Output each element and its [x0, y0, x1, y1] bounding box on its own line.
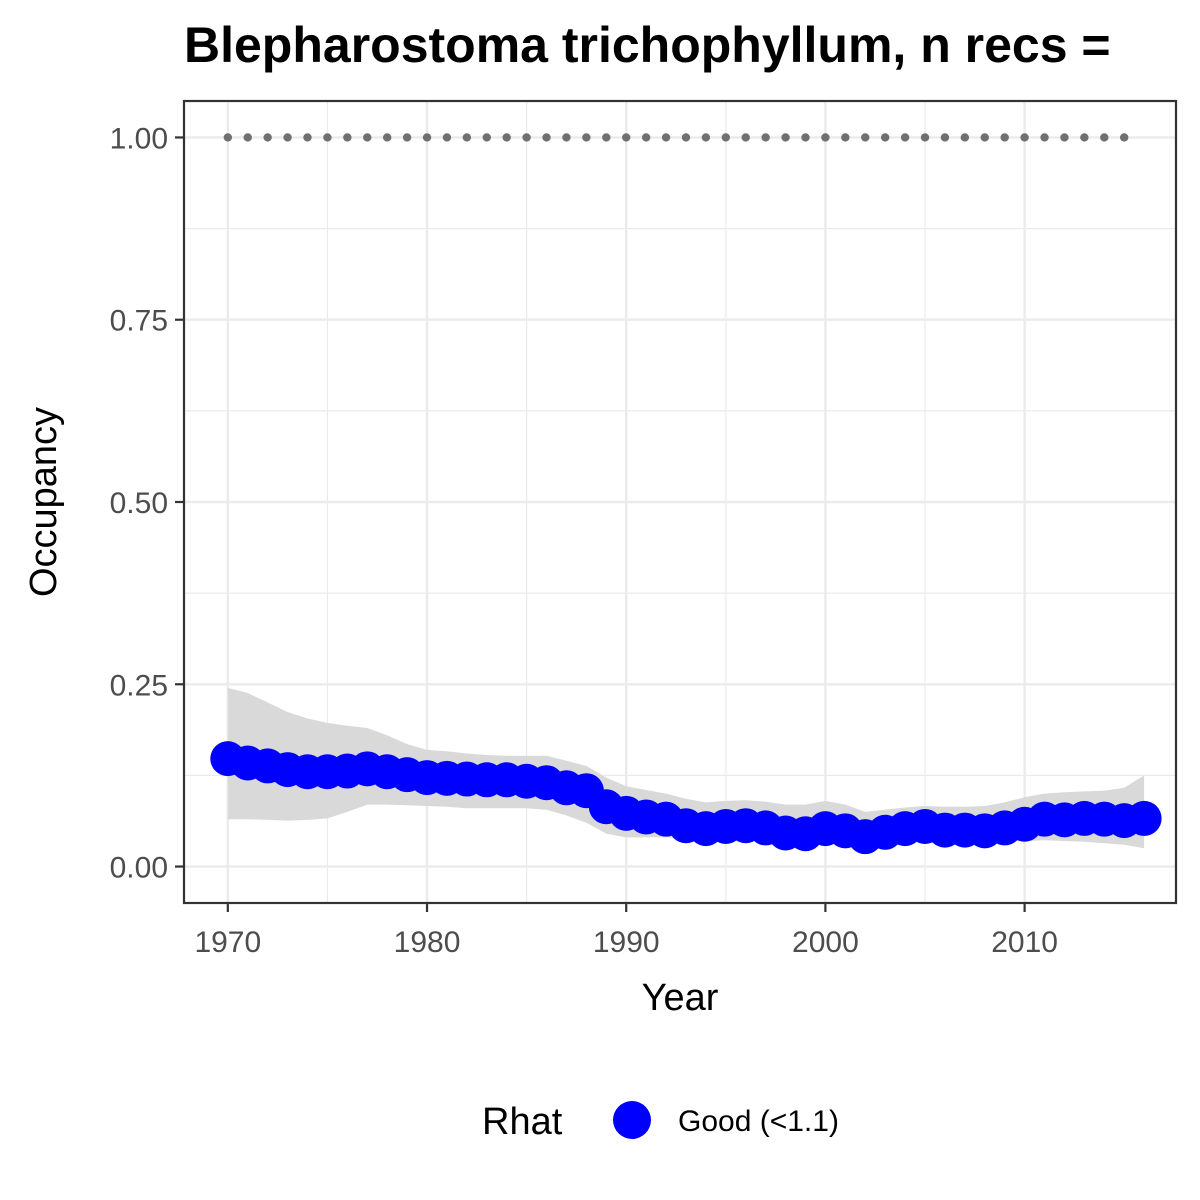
- reference-dot: [1020, 133, 1029, 142]
- reference-dot: [900, 133, 910, 142]
- reference-dot: [641, 133, 651, 142]
- x-tick-label: 1970: [194, 926, 261, 959]
- reference-dot: [980, 133, 989, 142]
- confidence-ribbon: [227, 687, 1145, 849]
- reference-dot: [462, 133, 472, 142]
- legend-label-good: Good (<1.1): [678, 1105, 839, 1138]
- y-axis: 0.00 0.25 0.50 0.75 1.00: [110, 122, 184, 885]
- x-axis: 1970 1980 1990 2000 2010: [194, 903, 1058, 959]
- reference-dot: [582, 133, 591, 142]
- reference-dot: [861, 133, 870, 142]
- legend-key-good: [613, 1101, 651, 1139]
- reference-dot: [562, 133, 571, 142]
- reference-dot: [801, 133, 810, 142]
- reference-dot: [223, 133, 233, 142]
- reference-dot: [602, 133, 611, 142]
- reference-dot: [303, 133, 312, 142]
- reference-dot: [841, 133, 850, 142]
- y-tick-label: 0.00: [110, 852, 168, 885]
- reference-dot: [442, 133, 452, 142]
- legend-title: Rhat: [482, 1101, 563, 1143]
- chart-title: Blepharostoma trichophyllum, n recs =: [184, 17, 1111, 73]
- reference-dot: [880, 133, 890, 142]
- x-axis-title: Year: [642, 977, 719, 1019]
- reference-dot: [821, 133, 830, 142]
- x-tick-label: 2000: [792, 926, 859, 959]
- reference-dot: [1100, 133, 1109, 142]
- reference-dot: [681, 133, 691, 142]
- reference-dot: [542, 133, 551, 142]
- reference-dot: [622, 133, 631, 142]
- reference-dots: [223, 133, 1129, 142]
- y-tick-label: 1.00: [110, 122, 168, 155]
- y-tick-label: 0.50: [110, 487, 168, 520]
- reference-dot: [701, 133, 711, 142]
- reference-dot: [781, 133, 790, 142]
- reference-dot: [1120, 133, 1129, 142]
- reference-dot: [263, 133, 272, 142]
- grid: [184, 101, 1176, 903]
- data-point: [1126, 800, 1162, 836]
- reference-dot: [363, 133, 372, 142]
- reference-dot: [1040, 133, 1049, 142]
- reference-dot: [323, 133, 332, 142]
- reference-dot: [283, 133, 292, 142]
- reference-dot: [502, 133, 511, 142]
- y-tick-label: 0.75: [110, 305, 168, 338]
- reference-dot: [243, 133, 252, 142]
- y-tick-label: 0.25: [110, 669, 168, 702]
- legend: Rhat Good (<1.1): [482, 1101, 839, 1143]
- x-tick-label: 2010: [991, 926, 1058, 959]
- x-tick-label: 1990: [593, 926, 660, 959]
- reference-dot: [382, 133, 392, 142]
- reference-dot: [661, 133, 671, 142]
- reference-dot: [1080, 133, 1089, 142]
- reference-dot: [761, 133, 770, 142]
- reference-dot: [1000, 133, 1009, 142]
- reference-dot: [402, 133, 412, 142]
- occupancy-points: [210, 741, 1162, 855]
- x-tick-label: 1980: [394, 926, 461, 959]
- reference-dot: [482, 133, 491, 142]
- reference-dot: [920, 133, 930, 142]
- reference-dot: [522, 133, 531, 142]
- y-axis-title: Occupancy: [23, 407, 65, 597]
- reference-dot: [741, 133, 750, 142]
- reference-dot: [960, 133, 970, 142]
- reference-dot: [940, 133, 950, 142]
- reference-dot: [721, 133, 731, 142]
- reference-dot: [343, 133, 352, 142]
- reference-dot: [422, 133, 432, 142]
- reference-dot: [1060, 133, 1069, 142]
